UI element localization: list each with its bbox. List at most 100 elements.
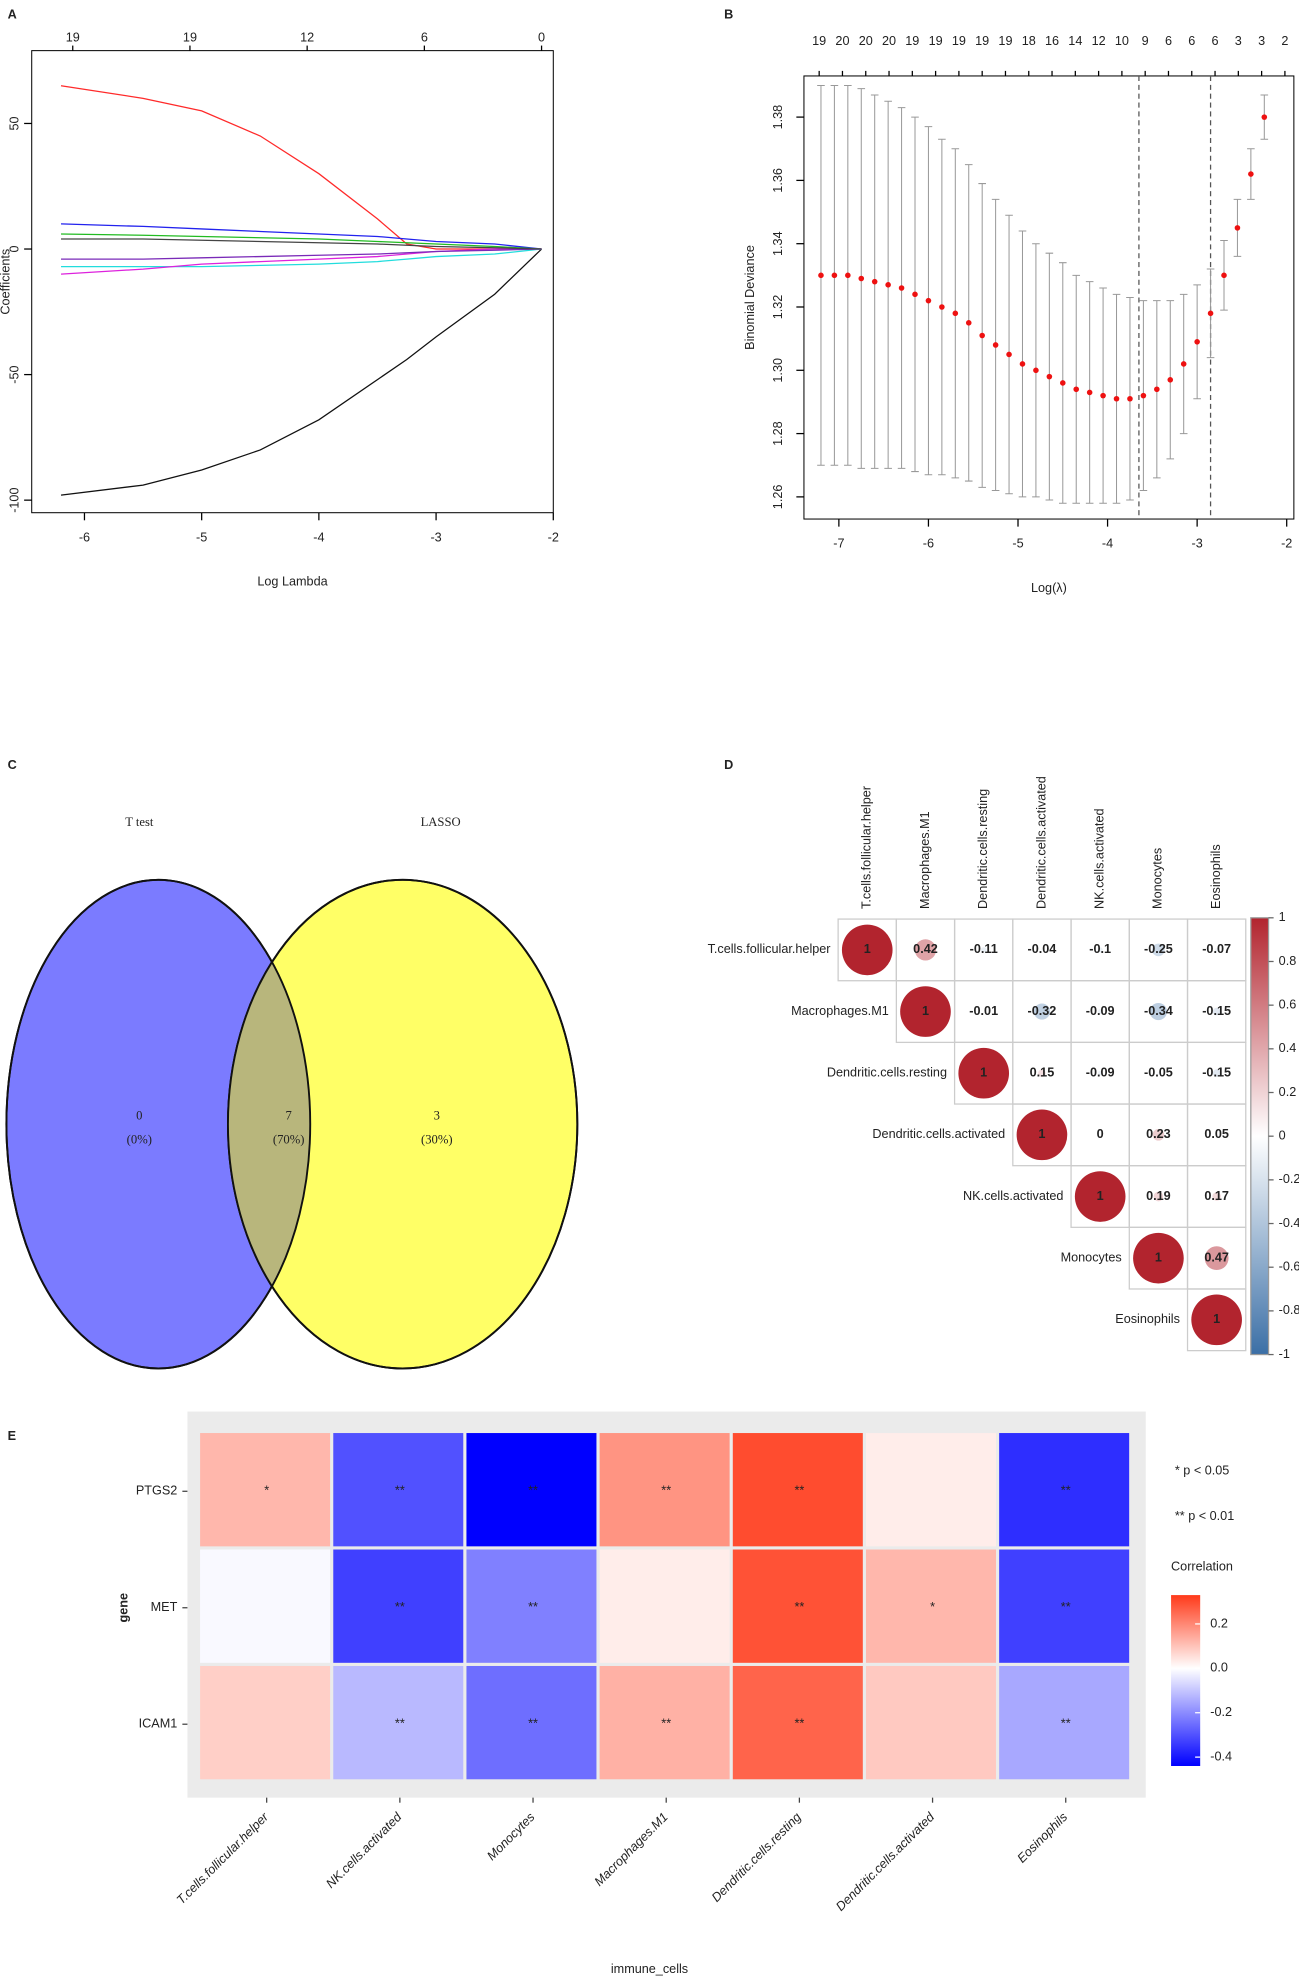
corr-value: -0.09: [1086, 1004, 1115, 1018]
region-percent: (0%): [127, 1133, 152, 1147]
panel-label: D: [724, 758, 733, 772]
corr-circle: [1153, 1191, 1164, 1202]
y-tick-label: 1.26: [771, 485, 785, 510]
tile: [732, 1433, 863, 1547]
significance: **: [395, 1600, 405, 1614]
corr-value: -0.07: [1202, 942, 1231, 956]
top-tick-label: 6: [1165, 34, 1172, 48]
top-tick-label: 3: [1235, 34, 1242, 48]
corr-circle: [1212, 1069, 1221, 1078]
corr-value: -0.09: [1086, 1066, 1115, 1080]
tile: [865, 1549, 996, 1663]
point: [818, 272, 824, 279]
top-tick-label: 19: [183, 30, 197, 44]
colorbar-label: 1: [1279, 910, 1286, 924]
y-tick-label: 0: [8, 246, 22, 253]
x-tick-label: -4: [313, 530, 324, 544]
corr-circle: [1033, 1003, 1051, 1020]
point: [1261, 114, 1268, 120]
y-axis-label: Binomial Deviance: [743, 245, 757, 350]
corr-value: -0.11: [970, 942, 998, 956]
x-tick-label: -2: [1281, 537, 1292, 551]
corr-circle: [1212, 1192, 1221, 1201]
top-tick-label: 20: [835, 34, 849, 48]
significance: **: [528, 1717, 538, 1731]
x-tick-label: Dendritic.cells.activated: [833, 1809, 937, 1913]
y-tick-label: ICAM1: [139, 1717, 178, 1731]
y-axis-label: Coefficients: [0, 249, 13, 315]
point: [858, 275, 865, 282]
corr-value: 0.42: [913, 942, 938, 956]
top-tick-label: 6: [421, 30, 428, 44]
point: [831, 272, 838, 279]
significance: **: [661, 1717, 671, 1731]
corr-value: -0.34: [1144, 1004, 1173, 1018]
tile: [333, 1665, 464, 1780]
point: [1019, 361, 1026, 367]
colorbar-label: 0.2: [1210, 1616, 1228, 1630]
top-tick-label: 18: [1022, 34, 1036, 48]
y-tick-label: -100: [8, 487, 22, 512]
tile: [865, 1665, 996, 1780]
corr-circle: [1215, 1133, 1218, 1137]
point: [925, 297, 932, 304]
point: [1207, 310, 1214, 317]
top-tick-label: 19: [66, 30, 80, 44]
y-tick-label: 1.28: [771, 421, 785, 446]
region-count: 3: [434, 1108, 440, 1122]
x-tick-label: -5: [196, 530, 207, 544]
corr-value: 0.17: [1204, 1189, 1229, 1203]
corr-value: 0.05: [1204, 1127, 1229, 1141]
colorbar-label: 0.2: [1279, 1085, 1297, 1099]
point: [965, 320, 972, 326]
colorbar: [1171, 1595, 1201, 1766]
top-tick-label: 12: [1092, 34, 1106, 48]
row-label: Dendritic.cells.activated: [872, 1127, 1005, 1141]
panel-label: B: [724, 8, 733, 22]
top-tick-label: 19: [929, 34, 943, 48]
y-tick-label: 1.38: [771, 105, 785, 130]
colorbar-label: -0.6: [1279, 1260, 1299, 1274]
colorbar-label: -0.4: [1210, 1749, 1232, 1763]
tile: [599, 1549, 730, 1663]
point: [1167, 376, 1174, 383]
corr-value: -0.04: [1028, 942, 1057, 956]
corr-circle: [1097, 1009, 1103, 1014]
coefficient-path: [61, 248, 542, 268]
x-tick-label: -6: [923, 537, 934, 551]
corr-circle: [1157, 1071, 1160, 1075]
significance: **: [528, 1600, 538, 1614]
corr-circle: [900, 986, 951, 1037]
corr-circle: [1212, 1007, 1221, 1016]
x-tick-label: T.cells.follicular.helper: [174, 1809, 272, 1907]
y-tick-label: PTGS2: [136, 1484, 177, 1498]
significance: **: [395, 1717, 405, 1731]
coefficient-path: [61, 238, 542, 250]
plot-frame: [803, 75, 1295, 520]
corr-circle: [1149, 1002, 1168, 1021]
colorbar-label: -0.2: [1279, 1172, 1299, 1186]
top-tick-label: 19: [905, 34, 919, 48]
corr-value: -0.1: [1089, 942, 1111, 956]
tile: [999, 1665, 1130, 1780]
row-label: NK.cells.activated: [963, 1189, 1063, 1203]
point: [1046, 373, 1053, 380]
tile: [200, 1665, 331, 1780]
corr-value: -0.05: [1144, 1066, 1173, 1080]
corr-value: 1: [1213, 1312, 1220, 1326]
point: [1073, 386, 1080, 393]
y-tick-label: 1.32: [771, 295, 785, 320]
colorbar-label: 0.4: [1279, 1041, 1297, 1055]
tile: [466, 1549, 597, 1663]
coefficient-path: [60, 85, 542, 250]
top-tick-label: 19: [998, 34, 1012, 48]
top-tick-label: 12: [300, 30, 314, 44]
corr-value: 1: [980, 1066, 987, 1080]
region-count: 0: [136, 1108, 142, 1122]
set-outline: [5, 878, 312, 1370]
coefficient-path: [61, 233, 542, 250]
colorbar-label: 0: [1279, 1129, 1286, 1143]
corr-value: -0.15: [1202, 1004, 1231, 1018]
x-tick-label: -2: [548, 530, 559, 544]
x-axis-label: Log Lambda: [257, 575, 328, 589]
